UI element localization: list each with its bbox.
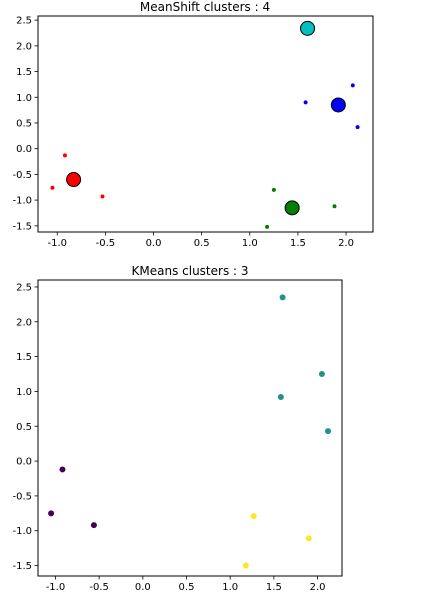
cluster-center bbox=[284, 200, 300, 216]
chart-title: KMeans clusters : 3 bbox=[132, 264, 249, 278]
y-tick-label: 0.0 bbox=[16, 457, 32, 468]
data-point bbox=[62, 153, 67, 158]
data-point bbox=[265, 224, 270, 229]
x-tick-label: 1.5 bbox=[290, 238, 306, 249]
x-tick-label: 2.0 bbox=[310, 582, 326, 593]
axis-ticks: -1.0 -0.5 0.0 0.5 1.0 1.5 2.0 -1.5 -1.0 -0.5 0.0 0.… bbox=[12, 16, 354, 249]
data-point bbox=[318, 371, 325, 378]
data-point bbox=[48, 510, 55, 517]
data-point bbox=[250, 513, 257, 520]
data-point bbox=[90, 522, 97, 529]
x-tick-label: 1.5 bbox=[266, 582, 282, 593]
plot-area bbox=[37, 15, 374, 233]
data-point bbox=[325, 428, 332, 435]
data-point bbox=[350, 83, 355, 88]
y-tick-label: 0.5 bbox=[16, 422, 32, 433]
chart-marks bbox=[48, 294, 332, 569]
data-point bbox=[59, 466, 66, 473]
y-tick-label: 0.0 bbox=[16, 144, 32, 155]
y-tick-label: 0.5 bbox=[16, 118, 32, 129]
x-tick-label: 0.5 bbox=[194, 238, 210, 249]
y-tick-label: 2.5 bbox=[16, 282, 32, 293]
y-tick-label: 1.0 bbox=[16, 93, 32, 104]
x-tick-label: 0.0 bbox=[135, 582, 151, 593]
data-point bbox=[279, 294, 286, 301]
cluster-center bbox=[66, 172, 82, 188]
y-tick-label: 2.5 bbox=[16, 16, 32, 27]
chart-marks bbox=[50, 20, 360, 229]
x-tick-label: 0.0 bbox=[146, 238, 162, 249]
data-point bbox=[242, 562, 249, 569]
axis-ticks: -1.0 -0.5 0.0 0.5 1.0 1.5 2.0 -1.5 -1.0 -0.5 0.0 0.… bbox=[12, 282, 325, 593]
data-point bbox=[332, 204, 337, 209]
x-tick-label: -0.5 bbox=[96, 238, 116, 249]
y-tick-label: 1.5 bbox=[16, 352, 32, 363]
x-tick-label: 0.5 bbox=[179, 582, 195, 593]
kmeans-chart: KMeans clusters : 3 -1.0 -0.5 0.0 0.5 1.0 1.5… bbox=[12, 264, 343, 593]
data-point bbox=[303, 100, 308, 105]
y-tick-label: -1.5 bbox=[12, 561, 32, 572]
data-point bbox=[305, 535, 312, 542]
data-point bbox=[355, 125, 360, 130]
cluster-center bbox=[330, 97, 346, 113]
x-tick-label: 1.0 bbox=[222, 582, 238, 593]
y-tick-label: 2.0 bbox=[16, 41, 32, 52]
y-tick-label: 2.0 bbox=[16, 317, 32, 328]
plot-area bbox=[37, 279, 343, 577]
y-tick-label: -0.5 bbox=[12, 491, 32, 502]
data-point bbox=[100, 194, 105, 199]
y-tick-label: 1.5 bbox=[16, 67, 32, 78]
y-tick-label: -1.0 bbox=[12, 196, 32, 207]
data-point bbox=[50, 185, 55, 190]
data-point bbox=[271, 187, 276, 192]
y-tick-label: -1.0 bbox=[12, 526, 32, 537]
y-tick-label: 1.0 bbox=[16, 387, 32, 398]
x-tick-label: -1.0 bbox=[47, 238, 67, 249]
x-tick-label: 1.0 bbox=[242, 238, 258, 249]
x-tick-label: 2.0 bbox=[338, 238, 354, 249]
cluster-center bbox=[300, 20, 316, 36]
chart-title: MeanShift clusters : 4 bbox=[140, 0, 270, 14]
data-point bbox=[277, 394, 284, 401]
x-tick-label: -0.5 bbox=[89, 582, 109, 593]
x-tick-label: -1.0 bbox=[46, 582, 66, 593]
y-tick-label: -1.5 bbox=[12, 221, 32, 232]
y-tick-label: -0.5 bbox=[12, 170, 32, 181]
meanshift-chart: MeanShift clusters : 4 -1.0 -0.5 0.0 0.5 1.0… bbox=[12, 0, 374, 249]
